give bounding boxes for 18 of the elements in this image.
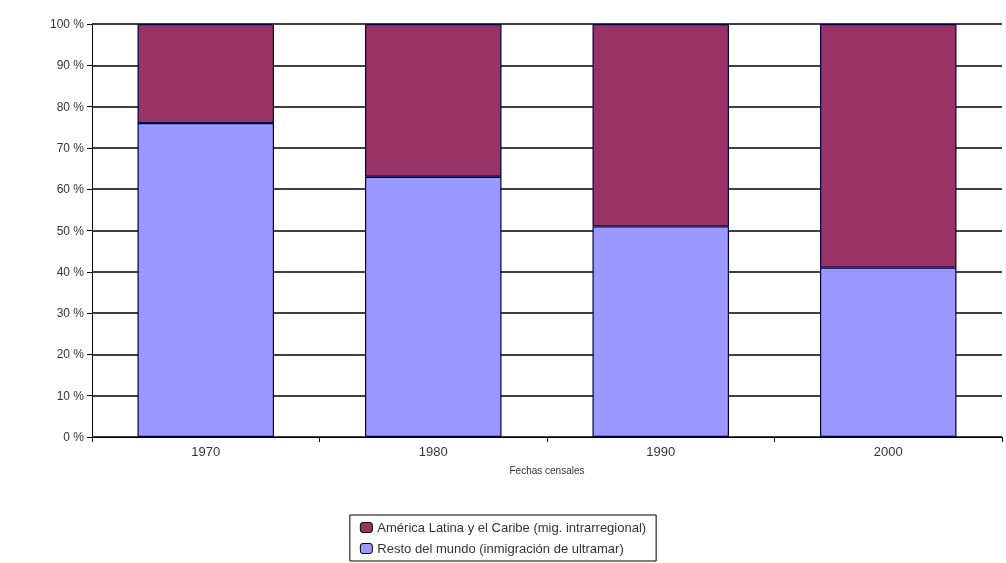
x-axis-title: Fechas censales	[509, 464, 585, 476]
y-tick-label: 20 %	[56, 347, 85, 362]
x-tick-label: 2000	[873, 444, 903, 459]
y-tick-label: 10 %	[56, 388, 85, 403]
y-tick-label: 0 %	[63, 430, 85, 444]
y-tick-label: 30 %	[56, 306, 85, 321]
y-tick-label: 50 %	[56, 223, 85, 238]
x-tick-label: 1980	[418, 444, 448, 459]
y-tick-label: 100 %	[49, 17, 85, 31]
y-tick-label: 80 %	[56, 99, 85, 114]
x-tick-label: 1990	[646, 444, 676, 459]
legend-label: Resto del mundo (inmigración de ultramar)	[377, 541, 624, 556]
x-tick-label: 1970	[191, 444, 221, 459]
y-tick-label: 60 %	[56, 182, 85, 197]
y-tick-label: 40 %	[56, 264, 85, 279]
y-tick-label: 90 %	[56, 58, 85, 73]
legend-label: América Latina y el Caribe (mig. intrarregional)	[377, 520, 647, 535]
y-tick-label: 70 %	[56, 140, 85, 155]
